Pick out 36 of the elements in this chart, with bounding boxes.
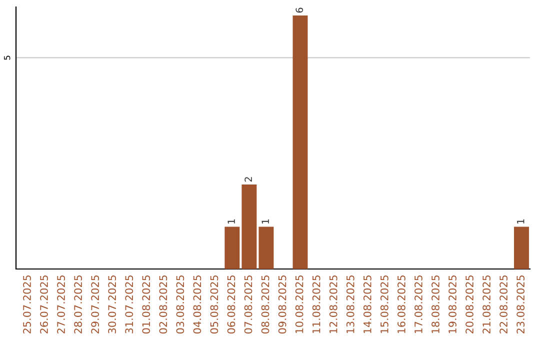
x-tick-label: 11.08.2025 bbox=[312, 275, 320, 334]
x-tick-label: 01.08.2025 bbox=[142, 275, 150, 334]
x-tick-label: 03.08.2025 bbox=[176, 275, 184, 334]
x-tick-label: 20.08.2025 bbox=[466, 275, 474, 334]
x-tick-label: 31.07.2025 bbox=[125, 275, 134, 334]
x-tick-label: 17.08.2025 bbox=[414, 275, 422, 334]
x-tick-label: 02.08.2025 bbox=[159, 275, 168, 334]
data-label: 1 bbox=[262, 219, 269, 224]
x-tick-label: 12.08.2025 bbox=[329, 275, 338, 334]
data-label: 1 bbox=[517, 219, 524, 224]
x-tick-label: 05.08.2025 bbox=[210, 275, 218, 334]
x-tick-label: 21.08.2025 bbox=[482, 275, 490, 334]
x-tick-label: 23.08.2025 bbox=[516, 275, 525, 334]
x-tick-label: 10.08.2025 bbox=[295, 275, 304, 334]
data-label: 1 bbox=[228, 219, 235, 224]
x-tick-label: 19.08.2025 bbox=[448, 275, 456, 334]
x-tick-label: 15.08.2025 bbox=[380, 275, 388, 334]
x-tick-label: 06.08.2025 bbox=[227, 275, 236, 334]
x-tick-label: 18.08.2025 bbox=[432, 275, 440, 334]
x-tick-label: 07.08.2025 bbox=[244, 275, 252, 334]
x-tick-label: 08.08.2025 bbox=[261, 275, 270, 334]
x-tick-label: 29.07.2025 bbox=[91, 275, 100, 334]
x-tick-label: 28.07.2025 bbox=[74, 275, 82, 334]
x-tick-label: 13.08.2025 bbox=[346, 275, 354, 334]
x-tick-label: 09.08.2025 bbox=[278, 275, 286, 334]
data-label: 6 bbox=[296, 8, 304, 13]
x-tick-label: 16.08.2025 bbox=[397, 275, 406, 334]
x-tick-label: 30.07.2025 bbox=[108, 275, 116, 334]
y-tick-label: 5 bbox=[4, 56, 10, 60]
x-tick-label: 22.08.2025 bbox=[500, 275, 508, 334]
x-tick-label: 04.08.2025 bbox=[193, 275, 202, 334]
x-tick-label: 27.07.2025 bbox=[57, 275, 65, 334]
x-tick-label: 14.08.2025 bbox=[363, 275, 372, 334]
data-label: 2 bbox=[244, 177, 252, 182]
x-tick-label: 25.07.2025 bbox=[23, 275, 31, 334]
x-tick-label: 26.07.2025 bbox=[40, 275, 48, 334]
